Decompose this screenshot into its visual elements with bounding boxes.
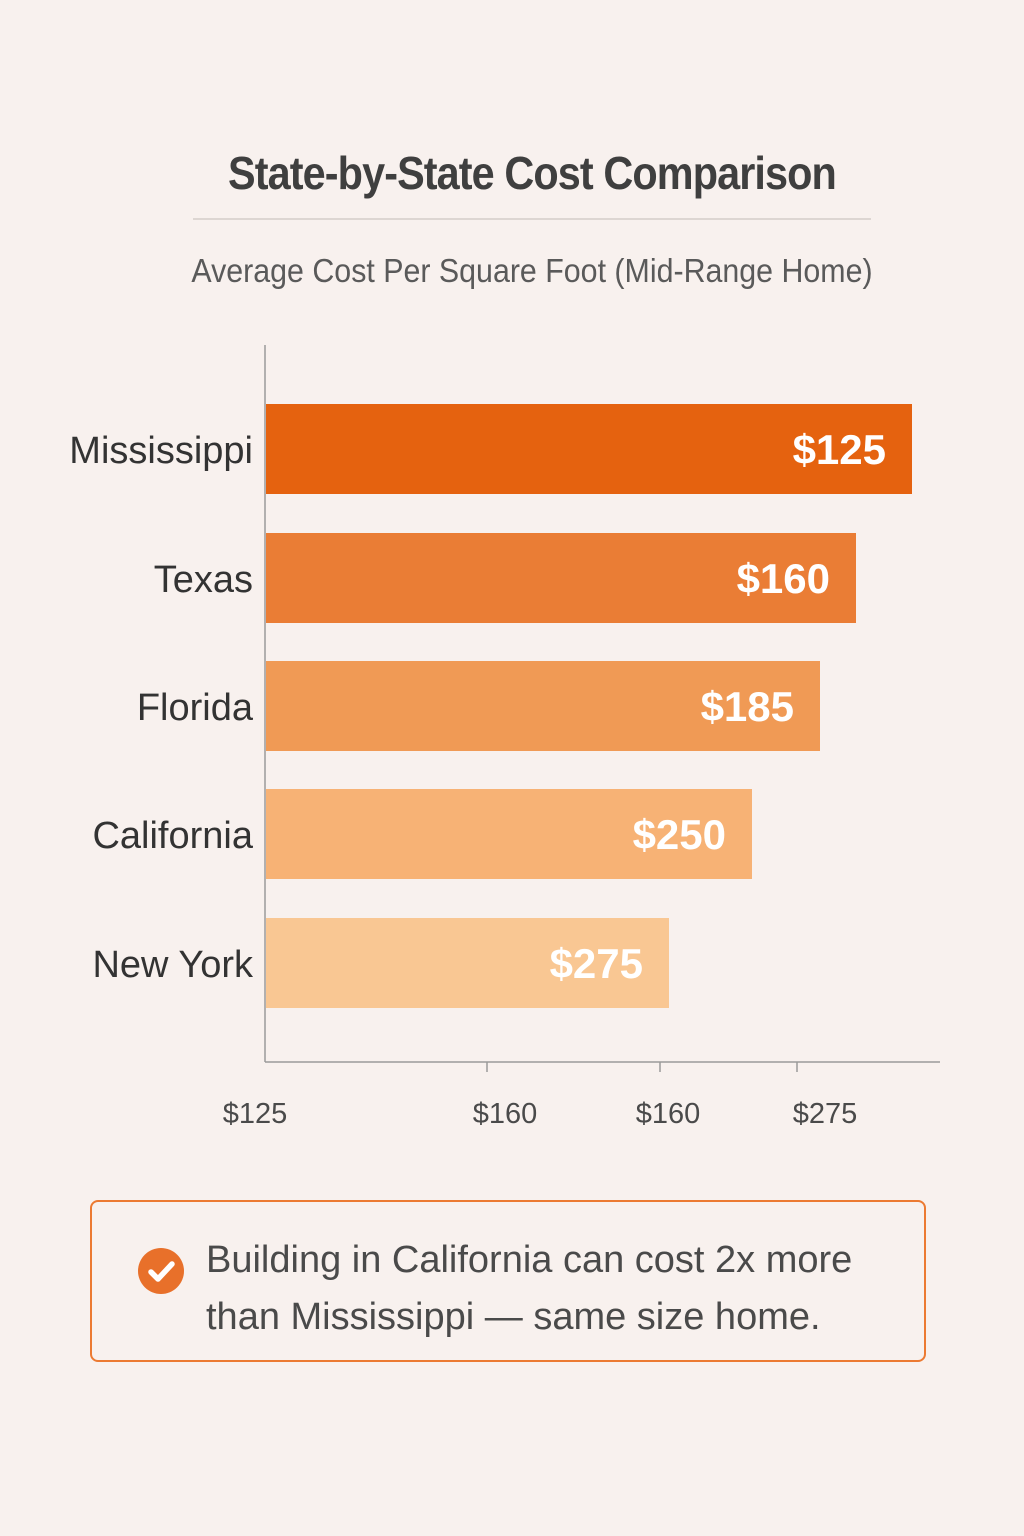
x-tick-label: $275 [793, 1098, 858, 1130]
bar-mississippi [266, 404, 912, 494]
x-tick-label: $160 [473, 1098, 538, 1130]
bar-california [266, 789, 752, 879]
x-tick-label: $125 [223, 1098, 288, 1130]
bar-new-york [266, 918, 669, 1008]
chart-title: State-by-State Cost Comparison [228, 147, 837, 199]
data-label: $275 [550, 940, 643, 987]
category-label: California [92, 815, 253, 857]
category-label: Mississippi [69, 430, 253, 472]
check-circle-icon [138, 1248, 184, 1294]
data-label: $125 [793, 426, 886, 473]
callout-text: Building in California can cost 2x more … [206, 1232, 906, 1346]
bar-florida [266, 661, 820, 751]
category-label: New York [92, 944, 254, 986]
data-label: $160 [737, 555, 830, 602]
callout-line-1: Building in California can cost 2x more [206, 1239, 853, 1281]
x-tick-label: $160 [636, 1098, 701, 1130]
category-label: Texas [154, 559, 253, 601]
bar-texas [266, 533, 856, 623]
callout-box: Building in California can cost 2x more … [90, 1200, 926, 1362]
data-label: $250 [633, 811, 726, 858]
chart-subtitle: Average Cost Per Square Foot (Mid-Range … [191, 252, 873, 289]
data-label: $185 [701, 683, 794, 730]
category-label: Florida [137, 687, 254, 729]
callout-line-2: than Mississippi — same size home. [206, 1296, 821, 1338]
title-divider [193, 218, 871, 220]
